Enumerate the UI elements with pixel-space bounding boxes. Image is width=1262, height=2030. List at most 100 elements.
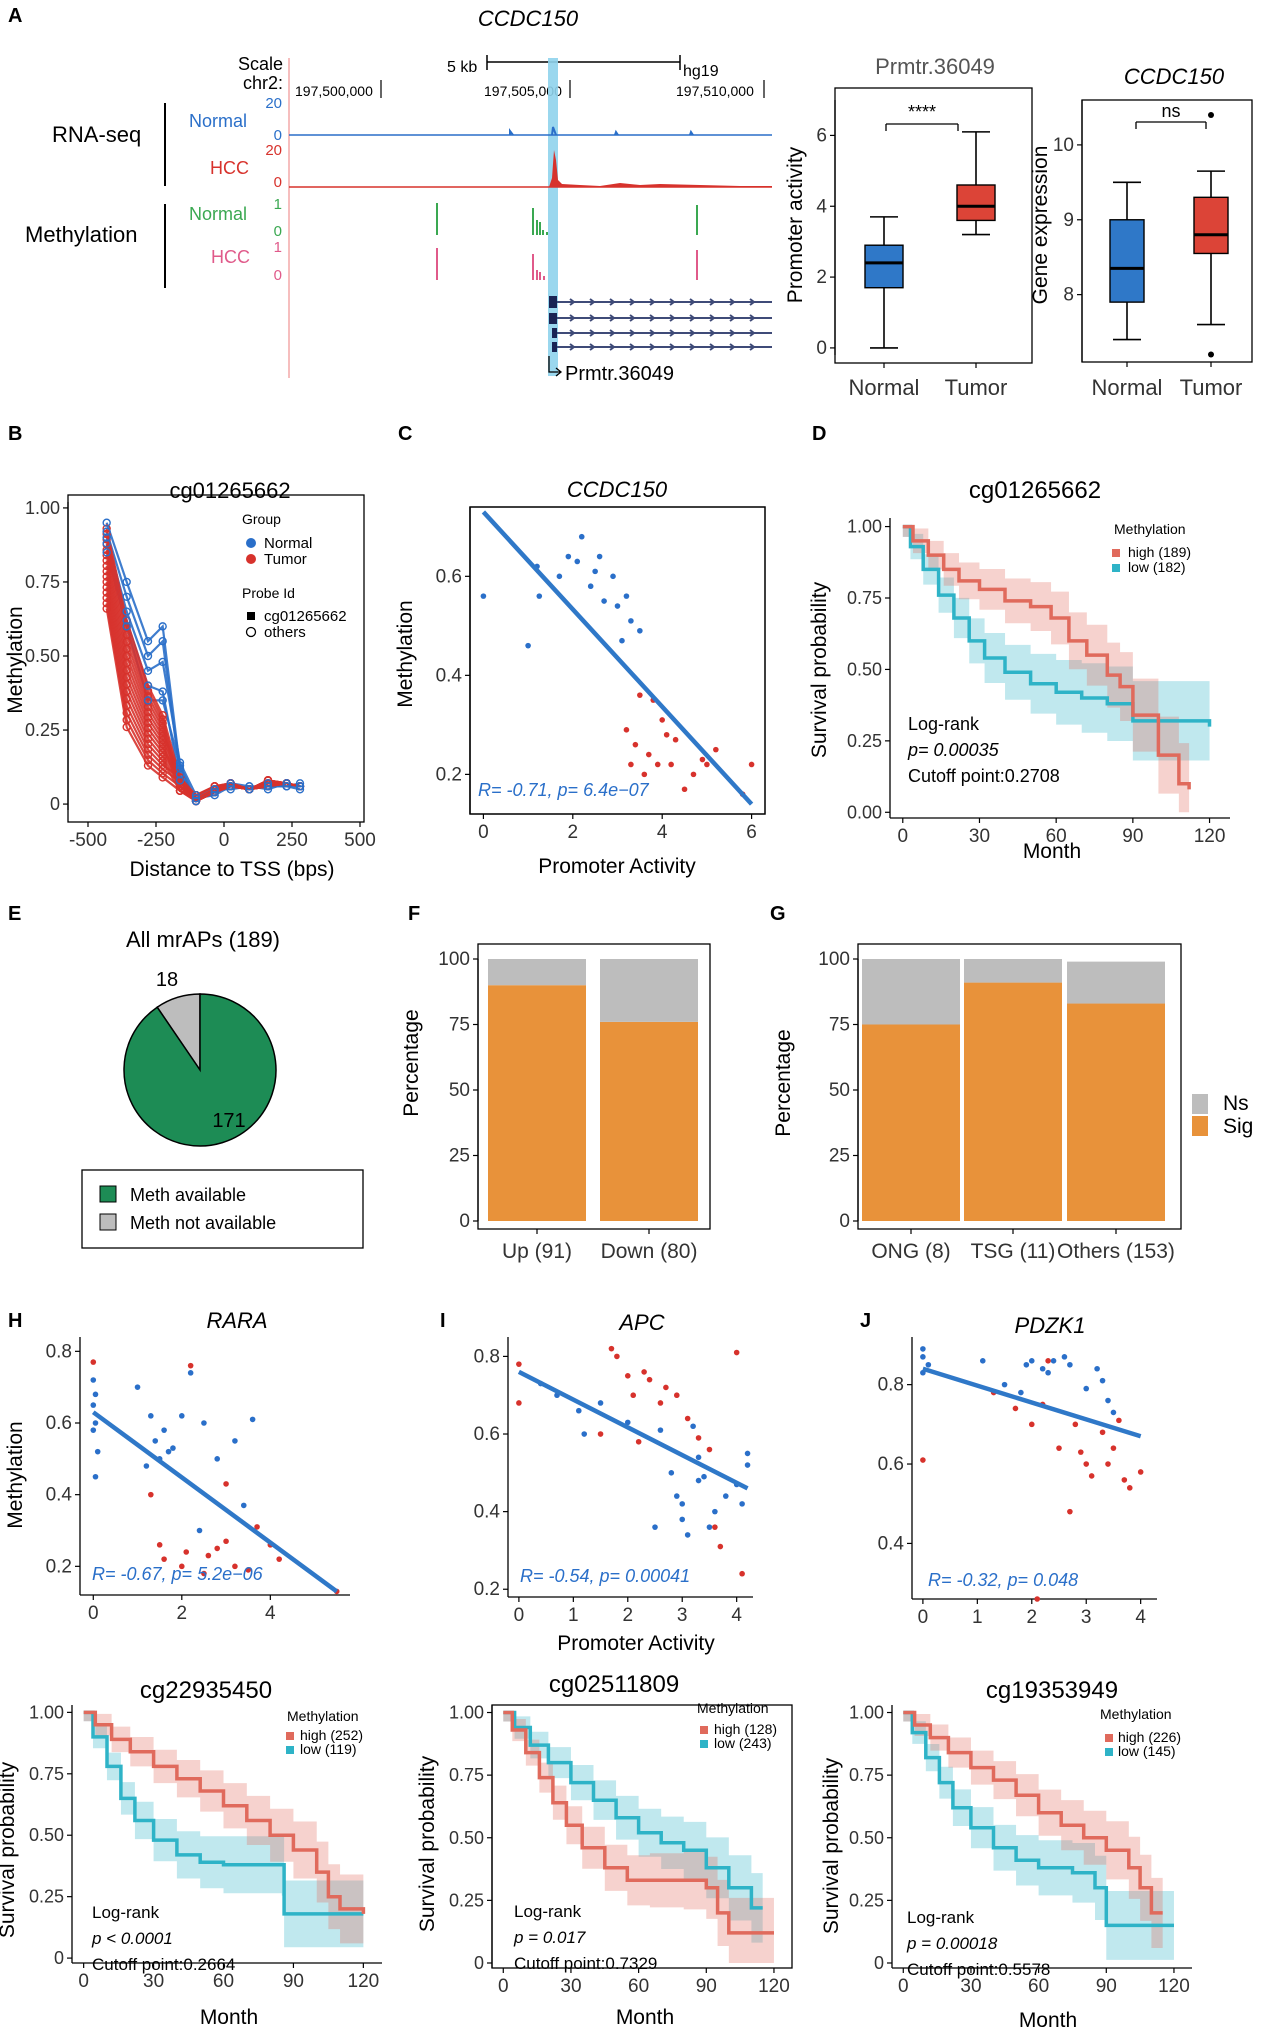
c-tumor-point bbox=[628, 761, 634, 768]
e-legend-available: Meth available bbox=[130, 1185, 246, 1205]
km2-marks bbox=[503, 1710, 774, 1963]
j-x-tick-label: 1 bbox=[972, 1607, 983, 1628]
b-tumor-point bbox=[102, 583, 111, 592]
box1-marks bbox=[864, 131, 996, 349]
b-normal-point bbox=[226, 785, 235, 794]
i-normal-point bbox=[624, 1419, 631, 1426]
j-y-tick-label: 0.8 bbox=[878, 1375, 904, 1396]
b-normal-point bbox=[143, 696, 153, 705]
h-tumor-point bbox=[90, 1359, 97, 1365]
panel-j-stat: R= -0.32, p= 0.048 bbox=[928, 1570, 1078, 1590]
i-normal-point bbox=[673, 1493, 680, 1499]
panel-c-ylabel: Methylation bbox=[394, 600, 417, 707]
b-normal-point bbox=[295, 779, 305, 788]
h-x-tick-label: 2 bbox=[177, 1603, 188, 1624]
b-normal-point bbox=[245, 782, 254, 791]
i-tumor-point bbox=[608, 1345, 615, 1352]
e-value-big: 171 bbox=[212, 1110, 245, 1132]
km1-high-curve bbox=[83, 1710, 366, 1914]
rna-hcc-axis-bottom: 0 bbox=[274, 174, 282, 191]
g-legend-ns-swatch bbox=[1192, 1094, 1208, 1114]
b-legend-probe: cg01265662 bbox=[264, 608, 347, 625]
box2-marks bbox=[1109, 111, 1229, 358]
box2-y-tick-label: 9 bbox=[1063, 210, 1074, 231]
i-normal-point bbox=[712, 1508, 718, 1515]
km2-x-tick-label: 30 bbox=[560, 1976, 581, 1997]
c-tumor-point bbox=[704, 761, 710, 768]
i-y-tick-label: 0.6 bbox=[474, 1424, 500, 1445]
km1-marks bbox=[83, 1710, 366, 1951]
b-tumor-point bbox=[158, 764, 167, 774]
i-x-tick-label: 1 bbox=[568, 1605, 579, 1626]
j-tumor-point bbox=[1116, 1417, 1122, 1424]
b-tumor-point bbox=[102, 567, 111, 576]
box1-xlabel-normal: Normal bbox=[849, 375, 920, 400]
b-tumor-point bbox=[102, 588, 111, 597]
b-tumor-point bbox=[158, 769, 167, 778]
box2-sig-label: ns bbox=[1161, 101, 1180, 121]
h-normal-point bbox=[187, 1370, 194, 1376]
c-normal-point bbox=[610, 573, 616, 580]
km2-legend-title: Methylation bbox=[697, 1700, 769, 1716]
b-tumor-point bbox=[158, 723, 167, 732]
km1-y-tick-label: 0.25 bbox=[29, 1887, 64, 1907]
c-tumor-point bbox=[632, 741, 639, 748]
b-x-tick-label: 0 bbox=[219, 830, 230, 851]
j-normal-point bbox=[1018, 1389, 1024, 1396]
km3: cg19353949 Survival probability Month 00… bbox=[820, 1677, 1192, 2030]
b-y-tick-label: 0.25 bbox=[25, 720, 60, 740]
h-tumor-point bbox=[245, 1567, 251, 1573]
panel-b-ylabel: Methylation bbox=[4, 606, 27, 713]
b-tumor-point bbox=[158, 756, 167, 766]
j-fit-line bbox=[922, 1366, 1142, 1439]
i-normal-point bbox=[744, 1462, 751, 1468]
panel-d: D cg01265662 Survival probability Month … bbox=[808, 423, 1230, 863]
j-normal-point bbox=[1001, 1381, 1008, 1388]
i-tumor-point bbox=[695, 1435, 702, 1441]
panel-h-ylabel: Methylation bbox=[4, 1421, 27, 1528]
c-normal-point bbox=[578, 533, 585, 540]
b-normal-point bbox=[245, 785, 254, 794]
d-cutoff: Cutoff point:0.2708 bbox=[908, 766, 1060, 786]
promoter-highlight bbox=[548, 58, 558, 376]
e-value-small: 18 bbox=[156, 969, 178, 991]
km1-legend-high: high (252) bbox=[300, 1727, 363, 1743]
d-legend-low-swatch bbox=[1112, 564, 1120, 572]
km3-x-tick-label: 0 bbox=[898, 1976, 909, 1997]
b-normal-point bbox=[295, 785, 305, 794]
track-chr-label: chr2: bbox=[243, 73, 283, 93]
d-high-curve bbox=[902, 524, 1191, 790]
d-x-tick-label: 90 bbox=[1122, 826, 1143, 847]
b-x-tick-label: 500 bbox=[344, 830, 376, 851]
km2-y-tick-label: 1.00 bbox=[449, 1703, 484, 1723]
km3-pvalue: p = 0.00018 bbox=[906, 1934, 998, 1953]
b-normal-point bbox=[158, 636, 167, 646]
panel-h-stat: R= -0.67, p= 5.2e−06 bbox=[92, 1564, 264, 1584]
h-tumor-point bbox=[214, 1545, 221, 1552]
i-normal-point bbox=[652, 1524, 658, 1530]
meth-normal-axis-top: 1 bbox=[274, 196, 282, 213]
h-marks bbox=[90, 1359, 340, 1595]
rna-normal-signal bbox=[509, 126, 694, 136]
e-slice-available bbox=[123, 993, 277, 1147]
i-tumor-point bbox=[630, 1392, 637, 1399]
km2-x-tick-label: 60 bbox=[628, 1976, 649, 1997]
h-normal-point bbox=[201, 1420, 207, 1426]
f-bar-ns bbox=[600, 959, 698, 1022]
i-tumor-point bbox=[717, 1543, 724, 1550]
panel-c-xlabel: Promoter Activity bbox=[538, 855, 696, 878]
h-tumor-point bbox=[201, 1570, 207, 1577]
c-x-tick-label: 0 bbox=[478, 822, 489, 843]
h-normal-point bbox=[170, 1445, 176, 1451]
b-y-tick-label: 0.75 bbox=[25, 572, 60, 592]
box1-box-normal bbox=[864, 244, 904, 289]
c-normal-point bbox=[574, 558, 581, 565]
j-normal-point bbox=[920, 1346, 926, 1352]
b-tumor-point bbox=[102, 529, 111, 539]
c-tumor-point bbox=[668, 761, 674, 768]
g-legend-sig-swatch bbox=[1192, 1116, 1208, 1136]
b-tumor-point bbox=[143, 708, 153, 717]
c-tumor-point bbox=[623, 727, 630, 733]
i-tumor-point bbox=[641, 1369, 647, 1375]
g-y-tick-label: 50 bbox=[829, 1080, 850, 1101]
